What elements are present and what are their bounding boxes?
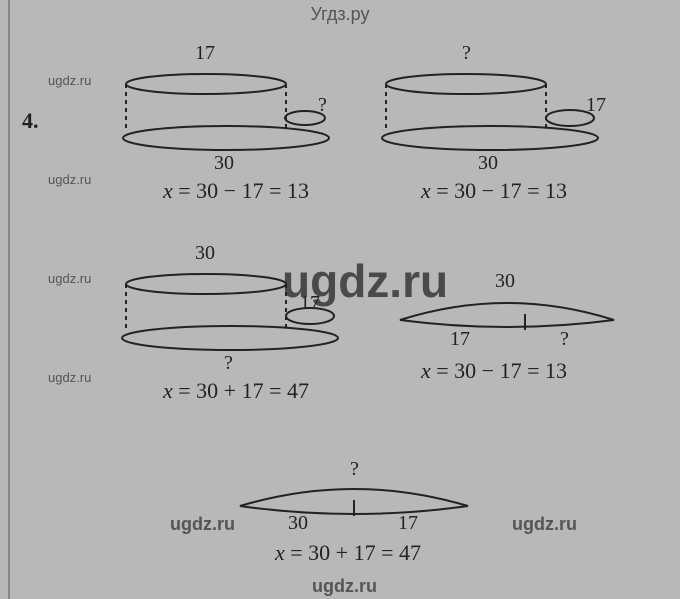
d3-right-label: 17 xyxy=(300,292,320,315)
watermark-small: ugdz.ru xyxy=(512,514,577,535)
d4-top-label: 30 xyxy=(495,270,515,293)
d4-equation: x = 30 − 17 = 13 xyxy=(421,358,567,384)
watermark-small: ugdz.ru xyxy=(312,576,377,597)
d4-right-in: ? xyxy=(560,328,569,351)
d3-eq-lhs: x xyxy=(163,378,173,403)
watermark-small: ugdz.ru xyxy=(48,370,91,385)
diagram-3 xyxy=(118,260,358,370)
watermark-small: ugdz.ru xyxy=(170,514,235,535)
d2-top-label: ? xyxy=(462,42,471,65)
page-left-border xyxy=(8,0,10,599)
d3-bottom-label: ? xyxy=(224,352,233,375)
d5-top-label: ? xyxy=(350,458,359,481)
d3-equation: x = 30 + 17 = 47 xyxy=(163,378,309,404)
d1-equation: x = 30 − 17 = 13 xyxy=(163,178,309,204)
d3-eq-rhs: = 30 + 17 = 47 xyxy=(178,378,309,403)
d5-right-in: 17 xyxy=(398,512,418,535)
d4-eq-rhs: = 30 − 17 = 13 xyxy=(436,358,567,383)
d5-equation: x = 30 + 17 = 47 xyxy=(275,540,421,566)
d2-eq-lhs: x xyxy=(421,178,431,203)
watermark-small: ugdz.ru xyxy=(48,271,91,286)
d4-eq-lhs: x xyxy=(421,358,431,383)
d5-eq-rhs: = 30 + 17 = 47 xyxy=(290,540,421,565)
watermark-small: ugdz.ru xyxy=(48,73,91,88)
d1-eq-rhs: = 30 − 17 = 13 xyxy=(178,178,309,203)
problem-number: 4. xyxy=(22,108,39,134)
d1-right-label: ? xyxy=(318,94,327,117)
d2-eq-rhs: = 30 − 17 = 13 xyxy=(436,178,567,203)
site-header: Угдз.ру xyxy=(0,4,680,25)
d1-eq-lhs: x xyxy=(163,178,173,203)
d2-right-label: 17 xyxy=(586,94,606,117)
d1-bottom-label: 30 xyxy=(214,152,234,175)
d3-top-label: 30 xyxy=(195,242,215,265)
diagram-2 xyxy=(378,60,618,170)
d5-left-in: 30 xyxy=(288,512,308,535)
d4-left-in: 17 xyxy=(450,328,470,351)
d5-eq-lhs: x xyxy=(275,540,285,565)
d1-top-label: 17 xyxy=(195,42,215,65)
diagram-5 xyxy=(232,478,476,538)
d2-equation: x = 30 − 17 = 13 xyxy=(421,178,567,204)
d2-bottom-label: 30 xyxy=(478,152,498,175)
watermark-small: ugdz.ru xyxy=(48,172,91,187)
diagram-4 xyxy=(392,290,622,360)
